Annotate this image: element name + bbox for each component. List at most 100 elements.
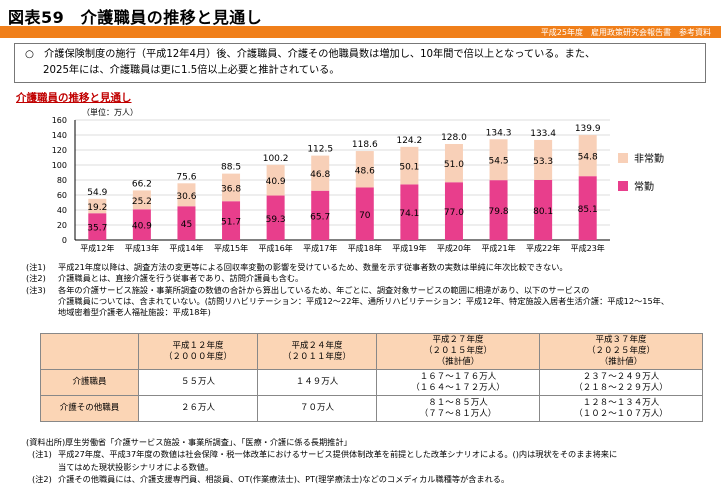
table-cell: ２６万人 (138, 395, 258, 422)
bar-nonregular (355, 151, 374, 188)
stacked-bar-chart: （単位：万人） 0 20 40 60 80 100 120 140 160 35.7 19.2 54.9… (52, 107, 664, 253)
x-tick-label: 平成15年 (214, 243, 248, 253)
data-label-total: 100.2 (263, 154, 289, 164)
note-text: 平成21年度以降は、調査方法の変更等による回収率変動の影響を受けているため、数量… (58, 262, 568, 272)
bar-regular (355, 187, 374, 240)
data-label-total: 118.6 (352, 140, 378, 150)
y-tick-label: 100 (52, 161, 67, 170)
y-unit-label: （単位：万人） (82, 107, 138, 117)
x-tick-label: 平成23年 (571, 243, 605, 253)
data-label-regular: 80.1 (533, 207, 553, 217)
projection-table: 平成１２年度 （２０００年度） 平成２４年度 （２０１１年度） 平成２７年度 （２０１… (40, 333, 704, 422)
data-label-total: 66.2 (132, 179, 152, 189)
row-header: 介護職員 (40, 369, 139, 396)
bar-nonregular (444, 144, 463, 183)
table-header-cell: 平成２７年度 （２０１５年度） （推計値） (376, 333, 540, 370)
source-block: (資料出所)厚生労働省「介護サービス施設・事業所調査」、「医療・介護に係る長期推… (26, 436, 716, 485)
bar-nonregular (400, 146, 419, 185)
y-tick-label: 80 (57, 176, 67, 185)
data-label-nonregular: 30.6 (176, 192, 196, 202)
data-label-total: 124.2 (396, 136, 422, 146)
source-continuation: 当てはめた現状投影シナリオによる数値。 (58, 461, 214, 472)
table-cell: ７０万人 (257, 395, 377, 422)
note-text: 各年の介護サービス施設・事業所調査の数値の合計から算出しているため、年ごとに、調… (58, 284, 590, 295)
data-label-nonregular: 46.8 (310, 170, 330, 180)
table-cell: １４９万人 (257, 369, 377, 396)
chart-subtitle: 介護職員の推移と見通し (16, 92, 132, 104)
data-label-regular: 70 (359, 211, 371, 221)
y-tick-label: 0 (62, 236, 67, 245)
data-label-total: 128.0 (441, 133, 467, 143)
bar-regular (578, 176, 597, 240)
table-header-row: 平成１２年度 （２０００年度） 平成２４年度 （２０１１年度） 平成２７年度 （２０１… (40, 333, 704, 370)
bar-nonregular (88, 198, 107, 214)
row-header: 介護その他職員 (40, 395, 139, 422)
x-tick-label: 平成20年 (437, 243, 471, 253)
data-label-regular: 59.3 (266, 215, 286, 225)
data-label-nonregular: 50.1 (399, 163, 419, 173)
y-tick-label: 40 (57, 206, 67, 215)
bar-regular (88, 213, 107, 240)
note-row: (注2) 介護職員とは、直接介護を行う従事者であり、訪問介護員も含む。 (26, 273, 716, 284)
bar-regular (444, 182, 463, 240)
data-label-total: 139.9 (575, 124, 601, 134)
bar-regular (489, 180, 508, 240)
bar-nonregular (578, 135, 597, 177)
source-row: (注2) 介護その他職員には、介護支援専門員、相談員、OT(作業療法士)、PT(理… (26, 473, 716, 485)
data-label-total: 134.3 (486, 128, 512, 138)
x-tick-label: 平成12年 (80, 243, 114, 253)
header-bar (0, 26, 721, 38)
table-cell: １６７～１７６万人 （１６４～１７２万人） (376, 369, 540, 396)
table-cell: ８１～８５万人 （７７～８１万人） (376, 395, 540, 422)
data-label-nonregular: 53.3 (533, 157, 553, 167)
data-label-nonregular: 54.5 (489, 157, 509, 167)
page-title: 図表59 介護職員の推移と見通し (8, 8, 263, 27)
data-label-regular: 79.8 (489, 207, 509, 217)
x-tick-label: 平成21年 (481, 243, 515, 253)
note-label: (注1) (26, 262, 46, 272)
data-label-regular: 85.1 (578, 205, 598, 215)
data-label-total: 112.5 (307, 145, 333, 155)
data-label-total: 75.6 (176, 172, 196, 182)
table-row: 介護その他職員 ２６万人 ７０万人 ８１～８５万人 （７７～８１万人） １２８～１… (40, 395, 704, 422)
y-tick-label: 20 (57, 221, 67, 230)
bar-nonregular (132, 190, 151, 210)
note-row: (注1) 平成21年度以降は、調査方法の変更等による回収率変動の影響を受けているた… (26, 262, 716, 273)
data-label-total: 88.5 (221, 163, 241, 173)
x-tick-label: 平成19年 (392, 243, 426, 253)
legend-swatch-regular (618, 181, 628, 191)
data-label-nonregular: 48.6 (355, 166, 375, 176)
data-label-nonregular: 51.0 (444, 160, 464, 170)
bar-regular (400, 184, 419, 240)
legend-swatch-nonregular (618, 153, 628, 163)
note-row: (注3) 各年の介護サービス施設・事業所調査の数値の合計から算出しているため、年ご… (26, 285, 716, 296)
notes-block: (注1) 平成21年度以降は、調査方法の変更等による回収率変動の影響を受けているた… (26, 262, 716, 318)
bar-regular (132, 209, 151, 240)
data-label-nonregular: 36.8 (221, 184, 241, 194)
bar-nonregular (177, 183, 196, 207)
bar-regular (534, 179, 553, 240)
source-title: (資料出所)厚生労働省「介護サービス施設・事業所調査」、「医療・介護に係る長期推… (26, 437, 352, 447)
summary-box: ○ 介護保険制度の施行（平成12年4月）後、介護職員、介護その他職員数は増加し、… (14, 43, 706, 83)
x-tick-label: 平成16年 (259, 243, 293, 253)
data-label-nonregular: 19.2 (87, 203, 107, 213)
y-tick-label: 120 (52, 146, 67, 155)
note-text: 介護職員とは、直接介護を行う従事者であり、訪問介護員も含む。 (58, 273, 304, 284)
bar-regular (177, 206, 196, 240)
note-label: (注3) (26, 284, 46, 295)
source-label: (注1) (32, 449, 52, 460)
table-header-cell: 平成３７年度 （２０２５年度） （推計値） (538, 333, 704, 370)
table-header-cell: 平成１２年度 （２０００年度） (138, 333, 258, 370)
data-label-total: 54.9 (87, 188, 107, 198)
x-tick-label: 平成22年 (526, 243, 560, 253)
table-cell: ５５万人 (138, 369, 258, 396)
y-tick-label: 140 (52, 131, 67, 140)
data-label-regular: 65.7 (310, 212, 330, 222)
source-text: 平成27年度、平成37年度の数値は社会保障・税一体改革におけるサービス提供体制改… (58, 449, 618, 460)
bar-regular (222, 201, 241, 240)
bar-nonregular (266, 164, 285, 196)
data-label-regular: 77.0 (444, 208, 464, 218)
source-row: (注1) 平成27年度、平成37年度の数値は社会保障・税一体改革におけるサービス提… (26, 448, 716, 460)
data-label-total: 133.4 (530, 129, 556, 139)
data-label-regular: 74.1 (399, 209, 419, 219)
